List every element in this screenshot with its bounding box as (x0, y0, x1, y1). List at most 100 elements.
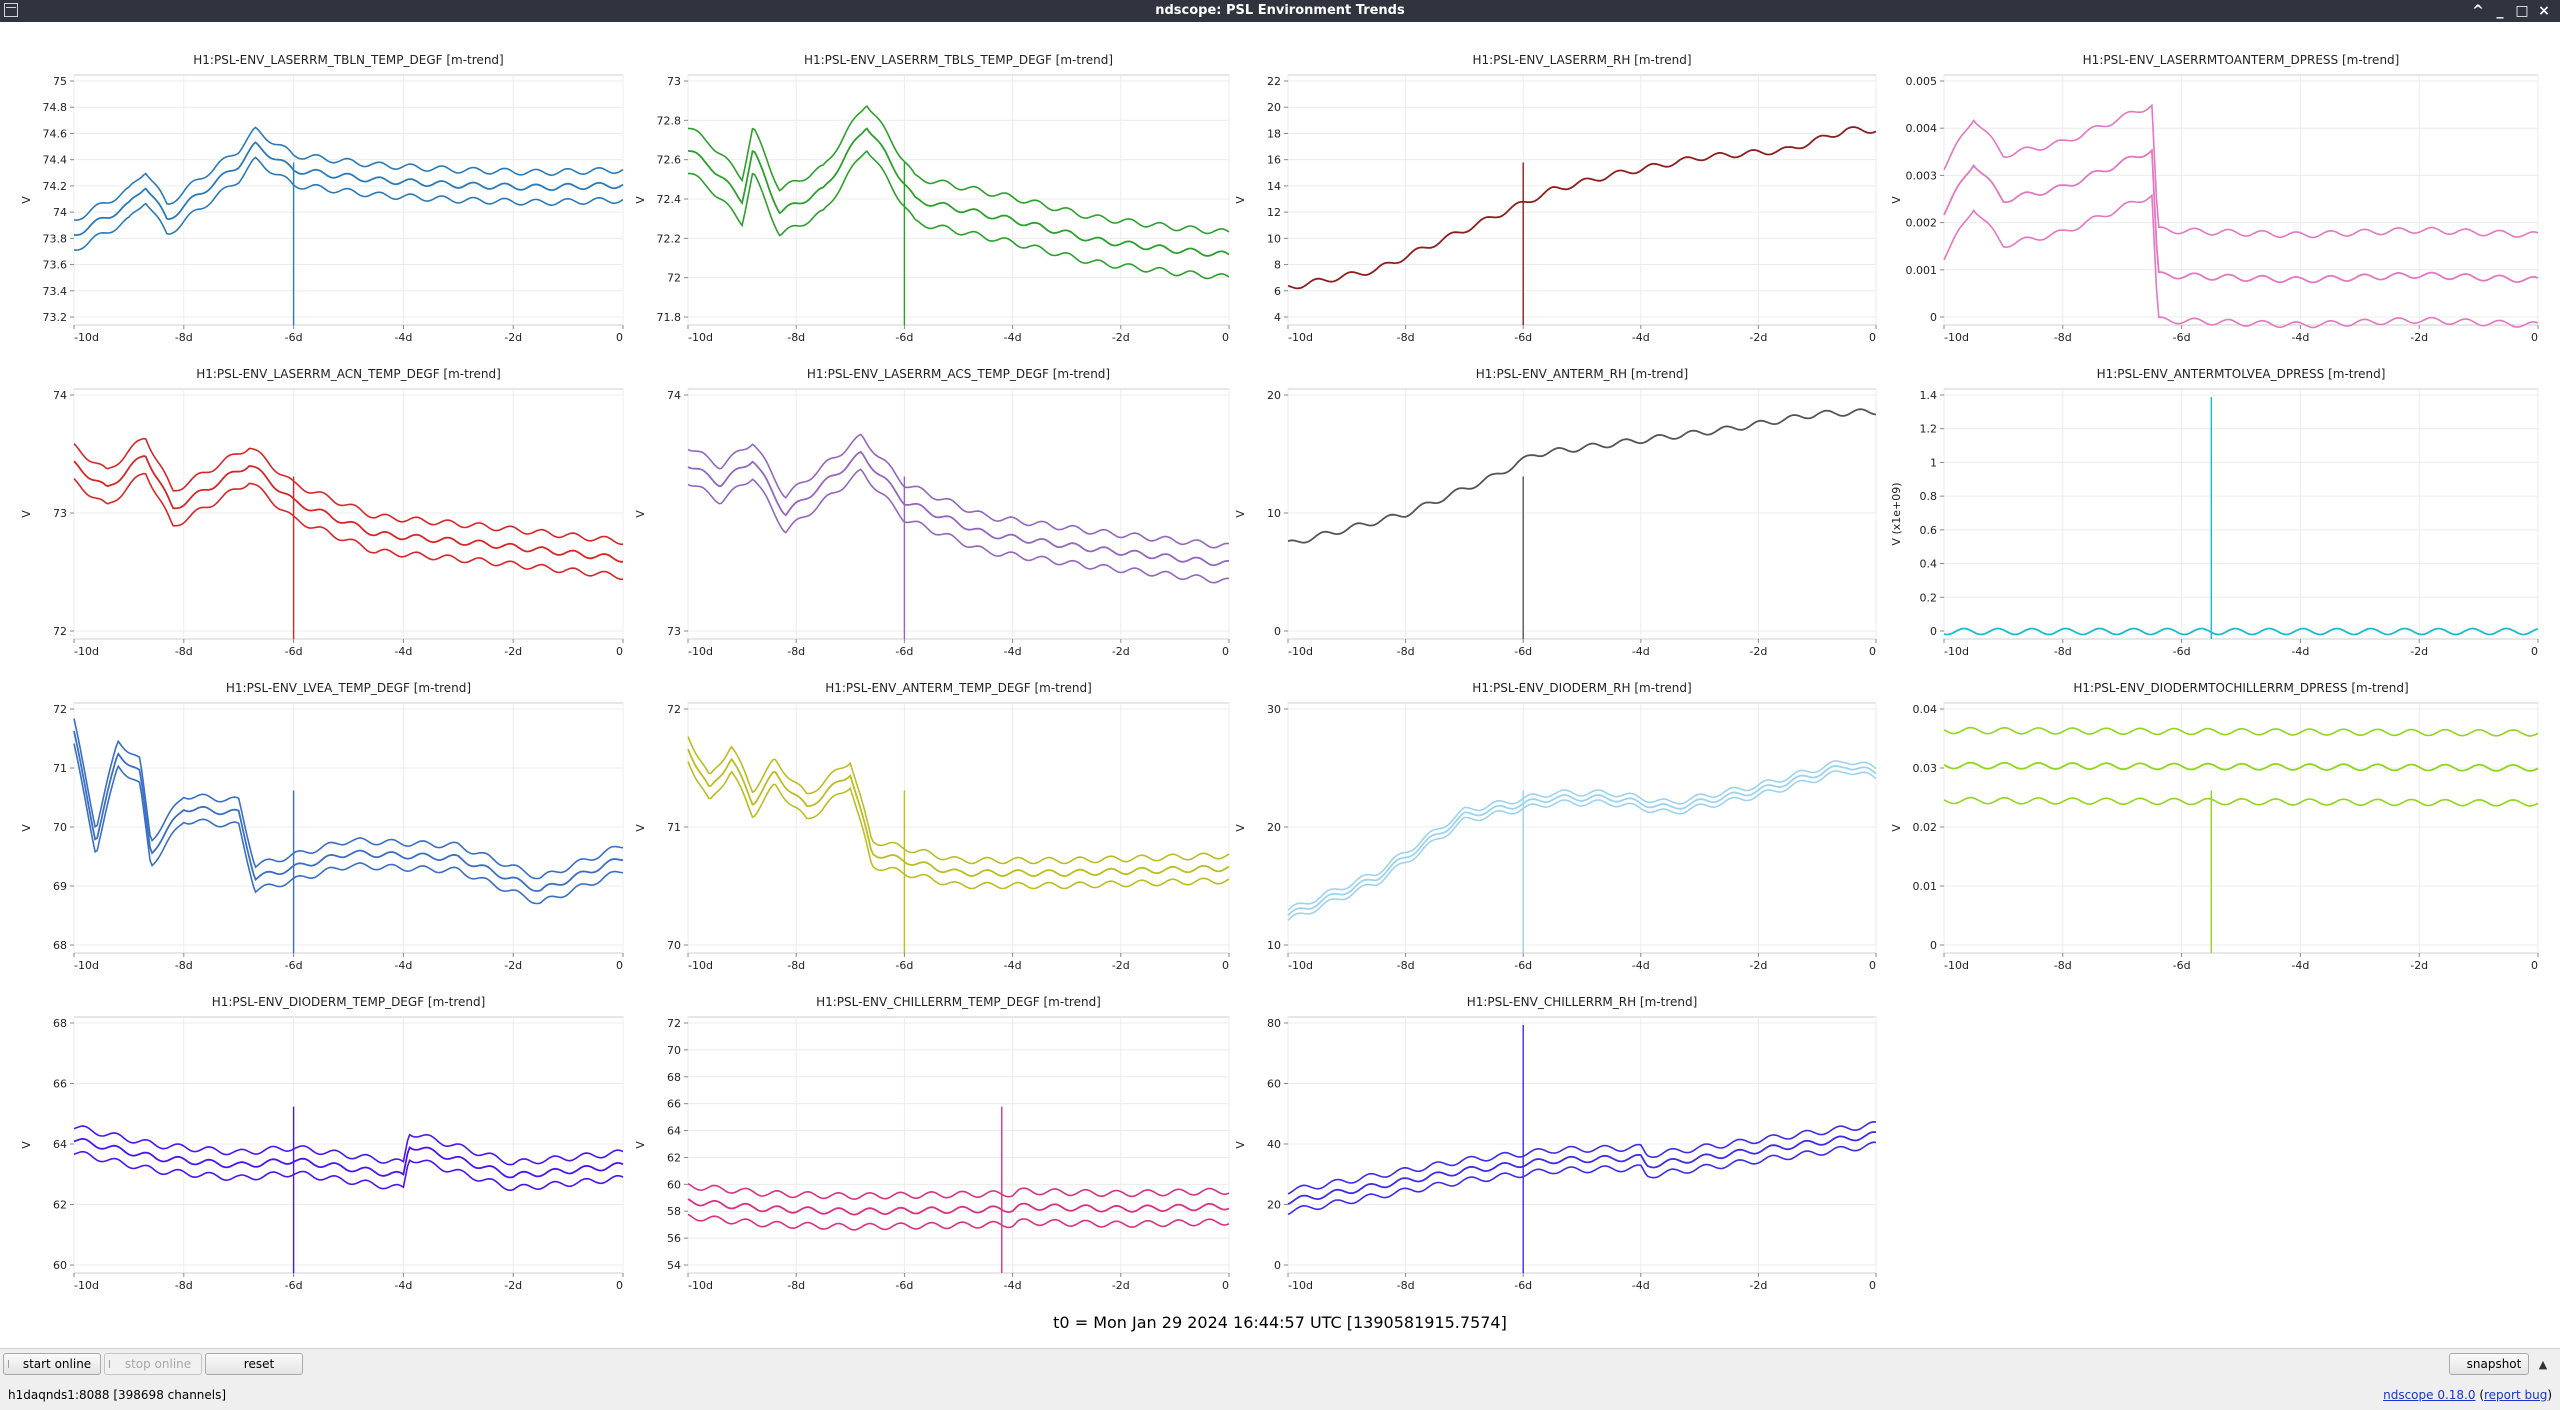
x-tick-label: -8d (787, 959, 805, 972)
plot-area[interactable] (687, 74, 1230, 326)
plot-area[interactable] (73, 702, 624, 954)
x-tick-label: -6d (895, 1279, 913, 1292)
x-tick-label: -6d (895, 959, 913, 972)
version-link[interactable]: ndscope 0.18.0 (2383, 1388, 2476, 1402)
trend-plot[interactable]: H1:PSL-ENV_DIODERM_TEMP_DEGF [m-trend] 68… (20, 995, 624, 1292)
plot-area[interactable] (687, 702, 1230, 954)
trend-min-line (687, 1213, 1230, 1231)
x-tick-label: -2d (1112, 959, 1130, 972)
x-tick-label: -10d (1288, 331, 1313, 344)
trend-plot[interactable]: H1:PSL-ENV_LASERRMTOANTERM_DPRESS [m-tre… (1890, 53, 2539, 344)
trend-plot[interactable]: H1:PSL-ENV_LVEA_TEMP_DEGF [m-trend] 72 71 7… (20, 681, 624, 972)
plot-area[interactable] (687, 388, 1230, 640)
window-maximize-icon[interactable]: □ (2515, 3, 2529, 19)
plot-area[interactable] (1943, 74, 2539, 326)
x-tick-label: 0 (1222, 1279, 1229, 1292)
trend-max-line (687, 433, 1230, 549)
button-grip-icon (8, 1360, 15, 1368)
trend-mean-line (1943, 627, 2539, 636)
stop-online-button[interactable]: stop online (104, 1353, 202, 1375)
plot-area[interactable] (73, 388, 624, 640)
plot-area[interactable] (1943, 702, 2539, 954)
trend-plot[interactable]: H1:PSL-ENV_DIODERMTOCHILLERRM_DPRESS [m-… (1890, 681, 2539, 972)
trend-plot[interactable]: H1:PSL-ENV_LASERRM_TBLS_TEMP_DEGF [m-tre… (634, 53, 1230, 344)
x-tick-label: -6d (285, 1279, 303, 1292)
x-tick-label: -2d (1749, 645, 1767, 658)
y-axis-label: V (20, 510, 33, 518)
x-tick-label: -6d (1514, 1279, 1532, 1292)
plot-area[interactable] (1287, 388, 1877, 640)
plot-title: H1:PSL-ENV_CHILLERRM_TEMP_DEGF [m-trend] (816, 995, 1101, 1009)
x-tick-label: 0 (616, 1279, 623, 1292)
x-tick-label: -4d (2291, 959, 2309, 972)
plot-area[interactable] (1287, 702, 1877, 954)
y-tick-label: 62 (667, 1151, 681, 1164)
x-tick-label: -2d (2410, 645, 2428, 658)
y-tick-label: 1 (1930, 456, 1937, 469)
window-minimize-icon[interactable]: _ (2496, 3, 2504, 19)
app-menu-icon[interactable] (4, 3, 18, 17)
plot-area[interactable] (1287, 1016, 1877, 1274)
x-tick-label: -10d (1288, 1279, 1313, 1292)
y-tick-label: 73.8 (43, 232, 68, 245)
trend-plot[interactable]: H1:PSL-ENV_LASERRM_RH [m-trend] 22 20 18 16 1… (1234, 53, 1877, 344)
report-bug-link[interactable]: report bug (2484, 1388, 2548, 1402)
plot-area[interactable] (1287, 74, 1877, 326)
x-tick-label: -4d (1632, 331, 1650, 344)
trend-min-line (687, 149, 1230, 280)
plot-area[interactable] (1943, 388, 2539, 640)
trend-plot[interactable]: H1:PSL-ENV_LASERRM_ACS_TEMP_DEGF [m-tren… (634, 367, 1230, 658)
x-tick-label: -10d (74, 645, 99, 658)
y-tick-label: 6 (1274, 285, 1281, 298)
plot-grid[interactable]: H1:PSL-ENV_LASERRM_TBLN_TEMP_DEGF [m-tre… (0, 22, 2560, 1312)
plot-title: H1:PSL-ENV_LASERRM_ACN_TEMP_DEGF [m-tren… (196, 367, 501, 381)
x-tick-label: -4d (394, 645, 412, 658)
window-close-icon[interactable]: × (2538, 3, 2550, 19)
trend-plot[interactable]: H1:PSL-ENV_CHILLERRM_TEMP_DEGF [m-trend]… (634, 995, 1230, 1292)
x-tick-label: -6d (285, 645, 303, 658)
x-tick-label: 0 (1869, 1279, 1876, 1292)
x-tick-label: -2d (1112, 1279, 1130, 1292)
y-tick-label: 68 (53, 939, 67, 952)
trend-plot[interactable]: H1:PSL-ENV_DIODERM_RH [m-trend] 30 20 10 -10… (1234, 681, 1877, 972)
trend-plot[interactable]: H1:PSL-ENV_LASERRM_ACN_TEMP_DEGF [m-tren… (20, 367, 624, 658)
plot-title: H1:PSL-ENV_DIODERM_TEMP_DEGF [m-trend] (212, 995, 486, 1009)
start-online-button[interactable]: start online (3, 1353, 101, 1375)
y-tick-label: 75 (53, 75, 67, 88)
y-axis-label: V (1234, 196, 1247, 204)
trend-mean-line (687, 450, 1230, 567)
x-tick-label: -8d (787, 331, 805, 344)
trend-mean-line (687, 127, 1230, 257)
y-tick-label: 72 (667, 272, 681, 285)
trend-max-line (687, 1183, 1230, 1201)
y-tick-label: 8 (1274, 259, 1281, 272)
expand-panel-icon[interactable]: ▲ (2538, 1358, 2548, 1371)
reset-button[interactable]: reset (205, 1353, 303, 1375)
x-tick-label: -8d (2054, 331, 2072, 344)
trend-plot[interactable]: H1:PSL-ENV_LASERRM_TBLN_TEMP_DEGF [m-tre… (20, 53, 624, 344)
x-tick-label: -10d (74, 959, 99, 972)
x-tick-label: -2d (1112, 331, 1130, 344)
plot-title: H1:PSL-ENV_ANTERM_RH [m-trend] (1476, 367, 1688, 381)
x-tick-label: -10d (74, 331, 99, 344)
trend-max-line (73, 437, 624, 546)
x-tick-label: -6d (285, 959, 303, 972)
trend-plot[interactable]: H1:PSL-ENV_ANTERM_TEMP_DEGF [m-trend] 72 7… (634, 681, 1230, 972)
x-tick-label: 0 (1869, 331, 1876, 344)
plot-area[interactable] (687, 1016, 1230, 1274)
y-tick-label: 68 (53, 1017, 67, 1030)
trend-min-line (73, 156, 624, 251)
x-tick-label: -4d (394, 1279, 412, 1292)
trend-plot[interactable]: H1:PSL-ENV_CHILLERRM_RH [m-trend] 80 60 40 2… (1234, 995, 1877, 1292)
plot-title: H1:PSL-ENV_LASERRM_RH [m-trend] (1472, 53, 1691, 67)
y-tick-label: 66 (667, 1098, 681, 1111)
y-tick-label: 0 (1274, 625, 1281, 638)
plot-area[interactable] (73, 1016, 624, 1274)
x-tick-label: 0 (1222, 331, 1229, 344)
trend-plot[interactable]: H1:PSL-ENV_ANTERMTOLVEA_DPRESS [m-trend]… (1890, 367, 2539, 658)
trend-plot[interactable]: H1:PSL-ENV_ANTERM_RH [m-trend] 20 10 0 -10d -… (1234, 367, 1877, 658)
x-tick-label: 0 (616, 645, 623, 658)
snapshot-button[interactable]: snapshot (2449, 1353, 2529, 1375)
y-tick-label: 72.4 (657, 193, 682, 206)
window-shade-icon[interactable]: ^ (2472, 3, 2484, 19)
